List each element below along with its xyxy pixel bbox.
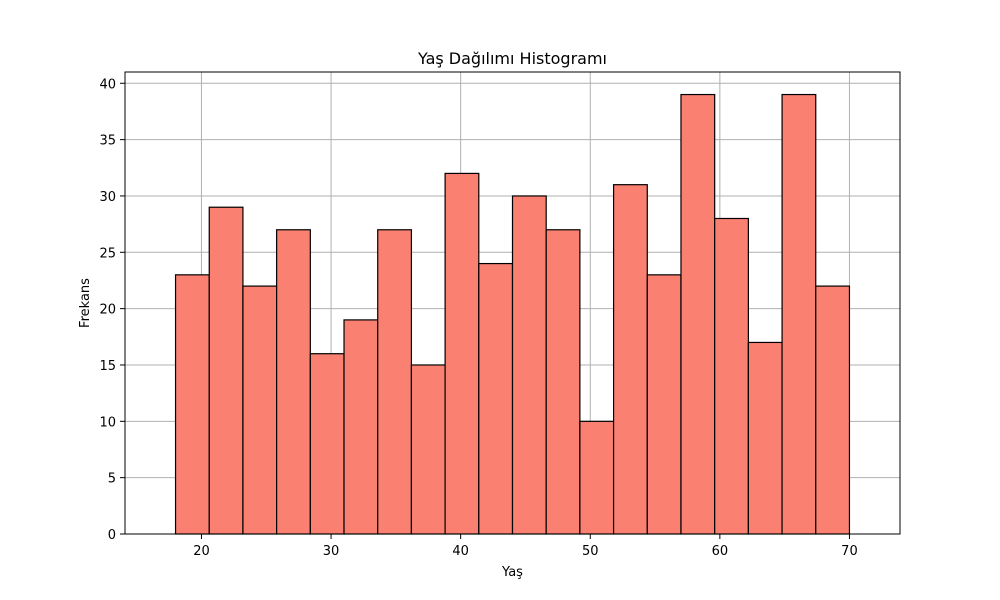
y-tick-label: 30 — [99, 190, 116, 205]
histogram-bar — [579, 420, 615, 535]
bars — [174, 93, 851, 535]
histogram-bar — [343, 319, 379, 535]
histogram-bar — [276, 229, 311, 535]
histogram-bar — [781, 93, 817, 535]
y-tick-label: 40 — [99, 77, 116, 92]
plot-frame — [124, 71, 901, 535]
y-axis-label: Frekans — [78, 278, 93, 328]
x-tick-label: 50 — [582, 544, 599, 559]
x-axis: 20 30 40 50 60 70 — [193, 534, 858, 559]
histogram-bar — [174, 274, 210, 535]
histogram-bar — [444, 172, 480, 535]
histogram-bar — [242, 285, 278, 535]
histogram-bar — [545, 229, 581, 535]
x-tick-label: 30 — [323, 544, 340, 559]
histogram-bar — [646, 274, 682, 535]
y-tick-label: 10 — [99, 415, 116, 430]
histogram-bar — [377, 229, 413, 535]
y-tick-label: 25 — [99, 246, 116, 261]
y-tick-label: 0 — [108, 528, 116, 543]
y-tick-label: 20 — [99, 303, 116, 318]
histogram-bar — [612, 184, 648, 535]
chart-title: Yaş Dağılımı Histogramı — [417, 49, 607, 68]
y-axis: 0 5 10 15 20 25 30 35 40 — [99, 77, 125, 543]
x-tick-label: 40 — [452, 544, 469, 559]
y-tick-label: 5 — [108, 472, 116, 487]
x-tick-label: 70 — [841, 544, 858, 559]
histogram-bar — [714, 217, 749, 535]
x-tick-label: 20 — [193, 544, 210, 559]
histogram-bar — [815, 285, 851, 535]
histogram-bar — [208, 206, 244, 535]
histogram-bar — [747, 341, 783, 535]
histogram-bar — [511, 195, 547, 535]
y-tick-label: 15 — [99, 359, 116, 374]
y-tick-label: 35 — [99, 134, 116, 149]
histogram-bar — [680, 93, 716, 535]
x-axis-label: Yaş — [501, 565, 523, 580]
histogram-bar — [478, 262, 514, 535]
histogram-bar — [309, 353, 345, 535]
histogram-bar — [410, 364, 446, 535]
x-tick-label: 60 — [712, 544, 729, 559]
